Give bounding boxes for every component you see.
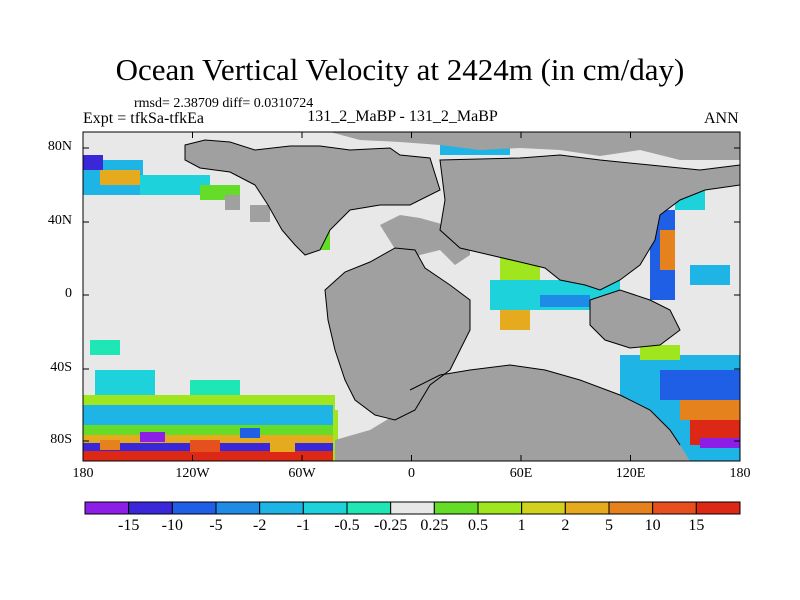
colorbar-label: 1 — [517, 517, 526, 534]
longitude-tick-label: 180 — [729, 466, 751, 481]
axis-ticks — [82, 132, 741, 461]
velocity-patch — [500, 310, 530, 330]
colorbar-swatch — [521, 501, 566, 515]
continent-africa — [380, 215, 470, 265]
colorbar-label: -15 — [117, 517, 140, 534]
colorbar-swatch — [346, 501, 392, 515]
velocity-patch — [83, 451, 333, 461]
velocity-patch — [540, 295, 590, 307]
stats-line: rmsd= 2.38709 diff= 0.0310724 — [134, 96, 314, 111]
velocity-patch — [680, 400, 740, 420]
season-label: ANN — [704, 110, 739, 127]
colorbar-label: -1 — [296, 517, 310, 534]
islands — [520, 222, 560, 245]
coastline — [409, 364, 681, 446]
velocity-patch — [660, 370, 740, 400]
latitude-tick-label: 40S — [50, 360, 72, 375]
colorbar-label: -10 — [161, 517, 183, 534]
velocity-patch — [83, 425, 333, 435]
colorbar-swatch — [259, 501, 304, 515]
velocity-patch — [83, 435, 333, 443]
velocity-patch — [100, 170, 140, 185]
velocity-patch — [83, 155, 103, 170]
latitude-tick-label: 0 — [65, 286, 72, 301]
colorbar-label: -0.5 — [334, 517, 360, 534]
coastline — [589, 289, 681, 349]
colorbar-label: 5 — [605, 517, 613, 534]
longitude-tick-label: 180 — [72, 466, 94, 481]
coastlines — [184, 139, 740, 446]
velocity-patch — [690, 265, 730, 285]
colorbar-swatch — [433, 501, 479, 515]
coastline — [439, 154, 740, 291]
velocity-patch — [190, 440, 220, 452]
latitude-tick-label: 40N — [47, 213, 72, 228]
experiment-label: Expt = tfkSa-tfkEa — [83, 110, 204, 127]
coastline — [324, 247, 471, 421]
coastline — [184, 139, 441, 256]
colorbar-swatch — [564, 501, 610, 515]
continent-australia — [590, 290, 680, 348]
colorbar-swatch — [302, 501, 348, 515]
continent-arctic — [330, 132, 740, 160]
colorbar-label: 0.5 — [468, 517, 488, 534]
continent-north-america — [185, 140, 440, 255]
continent-eurasia — [440, 155, 740, 290]
velocity-patch — [83, 405, 333, 425]
latitude-tick-label: 80S — [50, 432, 72, 447]
figure-title: Ocean Vertical Velocity at 2424m (in cm/… — [115, 52, 685, 87]
velocity-patch — [140, 175, 210, 195]
velocity-patch — [140, 432, 165, 442]
colorbar-label: -5 — [209, 517, 223, 534]
velocity-patch — [660, 230, 675, 270]
velocity-patch — [95, 370, 155, 395]
velocity-patch — [700, 438, 740, 448]
longitude-tick-label: 0 — [408, 466, 415, 481]
longitude-tick-label: 60W — [288, 466, 316, 481]
continent-south-america — [325, 248, 470, 420]
longitude-tick-label: 120W — [175, 466, 210, 481]
land-masses — [185, 132, 740, 461]
colorbar-label: 10 — [644, 517, 661, 534]
colorbar-swatch — [390, 501, 435, 515]
colorbar-swatch — [84, 501, 130, 515]
colorbar-swatch — [608, 501, 654, 515]
velocity-patch — [270, 440, 295, 452]
velocity-patch — [640, 345, 680, 360]
latitude-tick-label: 80N — [47, 139, 72, 154]
islands — [225, 195, 240, 210]
longitude-tick-label: 60E — [509, 466, 533, 481]
colorbar-swatch — [695, 501, 741, 515]
colorbar-swatch — [171, 501, 217, 515]
velocity-patch — [240, 428, 260, 438]
colorbar-label: 15 — [688, 517, 705, 534]
colorbar-swatch — [652, 501, 697, 515]
colorbar-label: 0.25 — [420, 517, 449, 534]
colorbar-label: 2 — [561, 517, 570, 534]
comparison-label: 131_2_MaBP - 131_2_MaBP — [307, 108, 498, 125]
velocity-patch — [90, 340, 120, 355]
velocity-patch — [190, 380, 240, 395]
longitude-tick-label: 120E — [615, 466, 646, 481]
colorbar — [84, 501, 741, 515]
continent-southern — [335, 365, 690, 461]
islands — [250, 205, 270, 222]
velocity-patch — [100, 440, 120, 450]
colorbar-label: -0.25 — [373, 517, 408, 534]
colorbar-swatch — [477, 501, 523, 515]
colorbar-label: -2 — [252, 517, 267, 534]
colorbar-swatch — [215, 501, 261, 515]
colorbar-swatch — [128, 501, 173, 515]
